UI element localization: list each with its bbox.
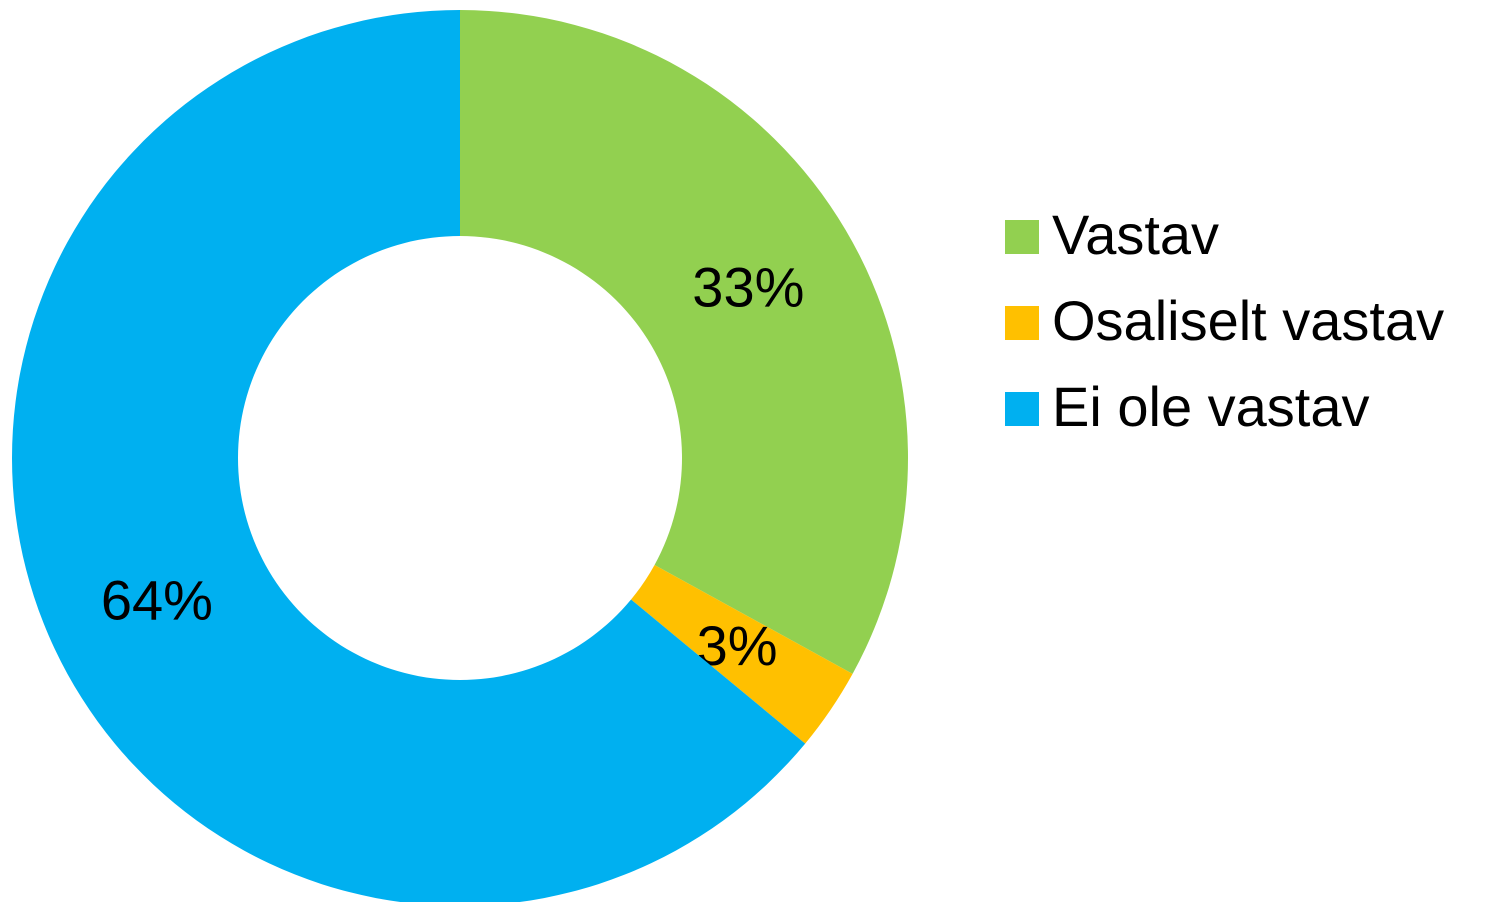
legend-swatch: [1005, 306, 1039, 340]
legend-label: Osaliselt vastav: [1052, 289, 1444, 352]
data-label: 64%: [101, 568, 213, 631]
legend-swatch: [1005, 220, 1039, 254]
legend-label: Vastav: [1052, 203, 1219, 266]
legend-label: Ei ole vastav: [1052, 375, 1370, 438]
legend-swatch: [1005, 392, 1039, 426]
donut-segment: [631, 564, 853, 744]
donut-segment: [12, 10, 806, 902]
data-label: 33%: [692, 255, 804, 318]
donut-segment: [460, 10, 908, 674]
